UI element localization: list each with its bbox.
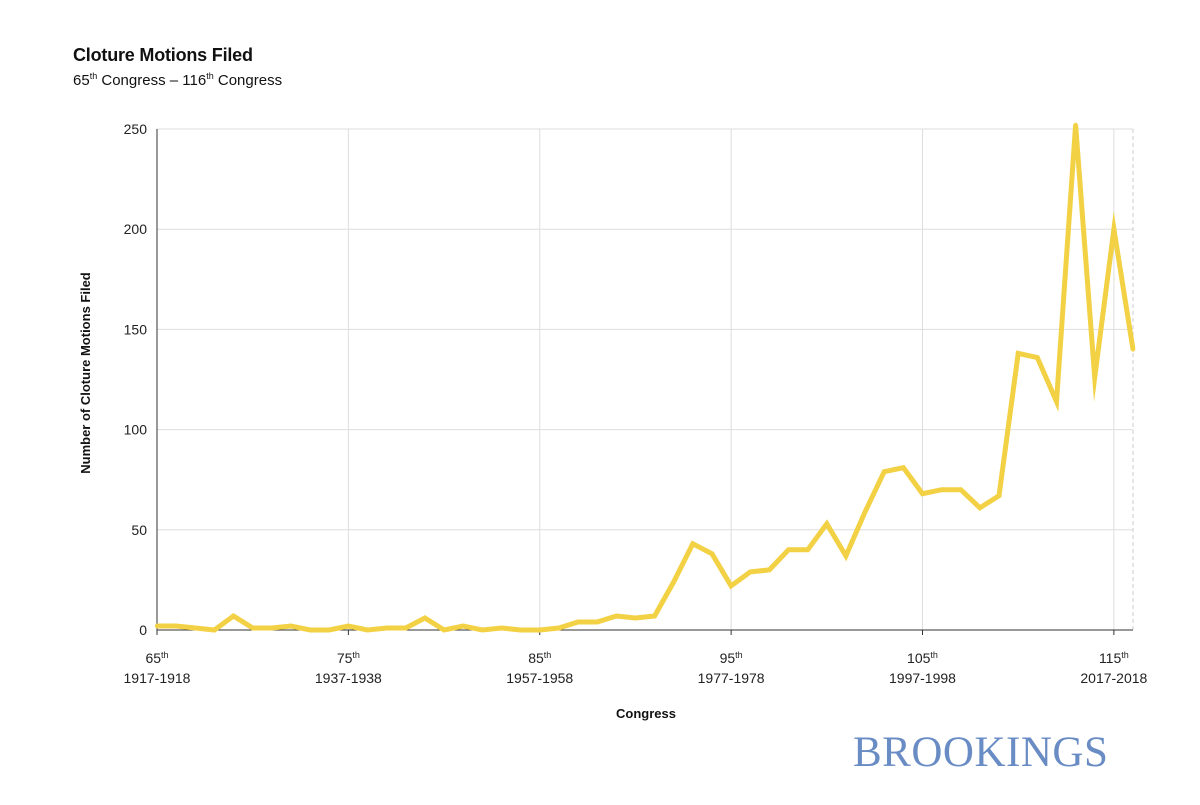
y-tick-label: 0 <box>139 622 147 638</box>
data-point <box>709 551 715 557</box>
tick-labels: 0 50 100 150 200 250 65th 1917-1918 75th 1937-193… <box>124 121 1148 686</box>
subtitle-dash: – <box>165 72 183 89</box>
data-point <box>805 547 810 553</box>
x-tick-years: 1937-1938 <box>315 670 382 686</box>
data-point <box>518 627 523 633</box>
data-point <box>824 521 830 526</box>
data-point <box>690 541 696 547</box>
x-tick-years: 2017-2018 <box>1080 670 1147 686</box>
data-point <box>1054 399 1059 404</box>
data-point <box>786 547 791 553</box>
data-point <box>327 627 332 633</box>
data-point <box>173 623 179 629</box>
y-tick-label: 250 <box>124 121 148 137</box>
gridlines <box>157 128 1134 630</box>
data-point <box>671 579 676 585</box>
y-tick-label: 100 <box>124 422 148 438</box>
data-point <box>1035 355 1040 360</box>
data-point <box>193 625 198 631</box>
data-point <box>1130 347 1136 352</box>
data-point <box>996 493 1002 498</box>
data-point <box>882 469 887 474</box>
y-axis-label: Number of Cloture Motions Filed <box>78 272 93 474</box>
subtitle-end-word: Congress <box>213 72 283 89</box>
y-tick-label: 200 <box>124 221 148 237</box>
data-point <box>1092 375 1097 380</box>
data-point <box>1111 227 1117 232</box>
axes <box>156 129 1133 635</box>
data-point <box>728 583 734 589</box>
data-point <box>346 623 351 629</box>
data-point <box>652 613 657 619</box>
data-point <box>633 615 638 621</box>
subtitle-start-suffix: th <box>89 71 98 81</box>
data-point <box>862 509 868 514</box>
data-point <box>403 625 408 631</box>
data-point <box>307 627 313 633</box>
brookings-logo: BROOKINGS <box>853 729 1109 776</box>
data-point <box>939 487 944 492</box>
subtitle-end-number: 116 <box>182 72 207 89</box>
data-point <box>269 625 275 631</box>
x-tick-congress: 95th <box>720 650 743 666</box>
x-tick-years: 1977-1978 <box>698 670 765 686</box>
series-line <box>157 124 1136 633</box>
subtitle-end-suffix: th <box>206 71 214 81</box>
data-point <box>556 625 562 631</box>
data-point <box>384 625 389 631</box>
data-point <box>288 623 294 629</box>
x-tick-congress: 105th <box>907 650 938 666</box>
data-point <box>537 627 542 633</box>
x-tick-congress: 115th <box>1099 650 1129 666</box>
data-point <box>575 619 581 625</box>
data-point <box>460 623 466 629</box>
data-point <box>843 553 849 559</box>
data-point <box>231 613 236 619</box>
data-point <box>748 569 753 575</box>
subtitle-start-number: 65 <box>73 72 90 89</box>
subtitle-start-word: Congress <box>97 72 166 89</box>
data-point <box>212 627 217 633</box>
data-point <box>614 613 619 619</box>
data-point <box>901 465 906 470</box>
data-point <box>499 625 504 631</box>
data-point <box>154 623 160 629</box>
data-point <box>365 627 370 633</box>
x-tick-years: 1917-1918 <box>124 670 191 686</box>
x-tick-congress: 65th <box>145 650 168 666</box>
data-point <box>594 619 600 625</box>
chart-title: Cloture Motions Filed <box>73 45 253 65</box>
y-tick-label: 150 <box>124 321 148 337</box>
x-tick-years: 1957-1958 <box>506 670 573 686</box>
data-point <box>1015 351 1021 356</box>
x-axis-label: Congress <box>616 706 676 721</box>
series-layer <box>154 122 1136 633</box>
x-tick-congress: 85th <box>528 650 551 666</box>
data-point <box>1073 122 1078 128</box>
data-point <box>767 567 772 573</box>
data-point <box>422 615 428 621</box>
data-point <box>977 505 983 510</box>
data-point <box>441 627 447 633</box>
data-point <box>480 627 485 633</box>
data-point <box>920 491 925 496</box>
data-point <box>958 487 963 492</box>
chart-subtitle: 65th Congress – 116th Congress <box>73 71 282 89</box>
y-tick-label: 50 <box>131 522 147 538</box>
x-tick-congress: 75th <box>337 650 360 666</box>
x-tick-years: 1997-1998 <box>889 670 956 686</box>
data-point <box>250 625 255 631</box>
